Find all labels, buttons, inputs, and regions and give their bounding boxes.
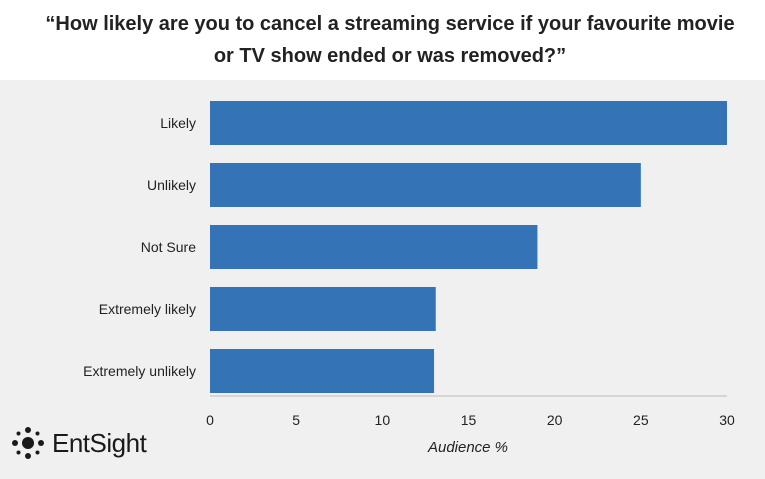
x-tick-label: 20: [547, 412, 563, 428]
plot-background: [0, 80, 765, 479]
category-label: Unlikely: [147, 177, 196, 193]
bars-group: [210, 101, 727, 393]
logo-text: EntSight: [52, 427, 147, 458]
x-tick-label: 30: [719, 412, 735, 428]
x-tick-label: 25: [633, 412, 649, 428]
bar: [210, 287, 436, 331]
entsight-logo: EntSight: [10, 425, 147, 461]
entsight-dots-icon: [12, 427, 44, 459]
x-tick-label: 15: [461, 412, 477, 428]
x-tick-label: 0: [206, 412, 214, 428]
bar: [210, 163, 641, 207]
x-tick-label: 5: [292, 412, 300, 428]
chart-title: “How likely are you to cancel a streamin…: [45, 13, 735, 67]
category-label: Likely: [160, 115, 196, 131]
bar: [210, 101, 727, 145]
category-label: Extremely unlikely: [83, 363, 196, 379]
category-label: Extremely likely: [99, 301, 196, 317]
x-axis-label: Audience %: [427, 439, 508, 456]
x-tick-label: 10: [375, 412, 391, 428]
bar: [210, 225, 538, 269]
category-label: Not Sure: [141, 239, 196, 255]
x-axis-ticks: 0 5 10 15 20 25 30: [206, 412, 735, 428]
bar: [210, 349, 435, 393]
category-labels: Likely Unlikely Not Sure Extremely likely Ex…: [83, 115, 196, 379]
